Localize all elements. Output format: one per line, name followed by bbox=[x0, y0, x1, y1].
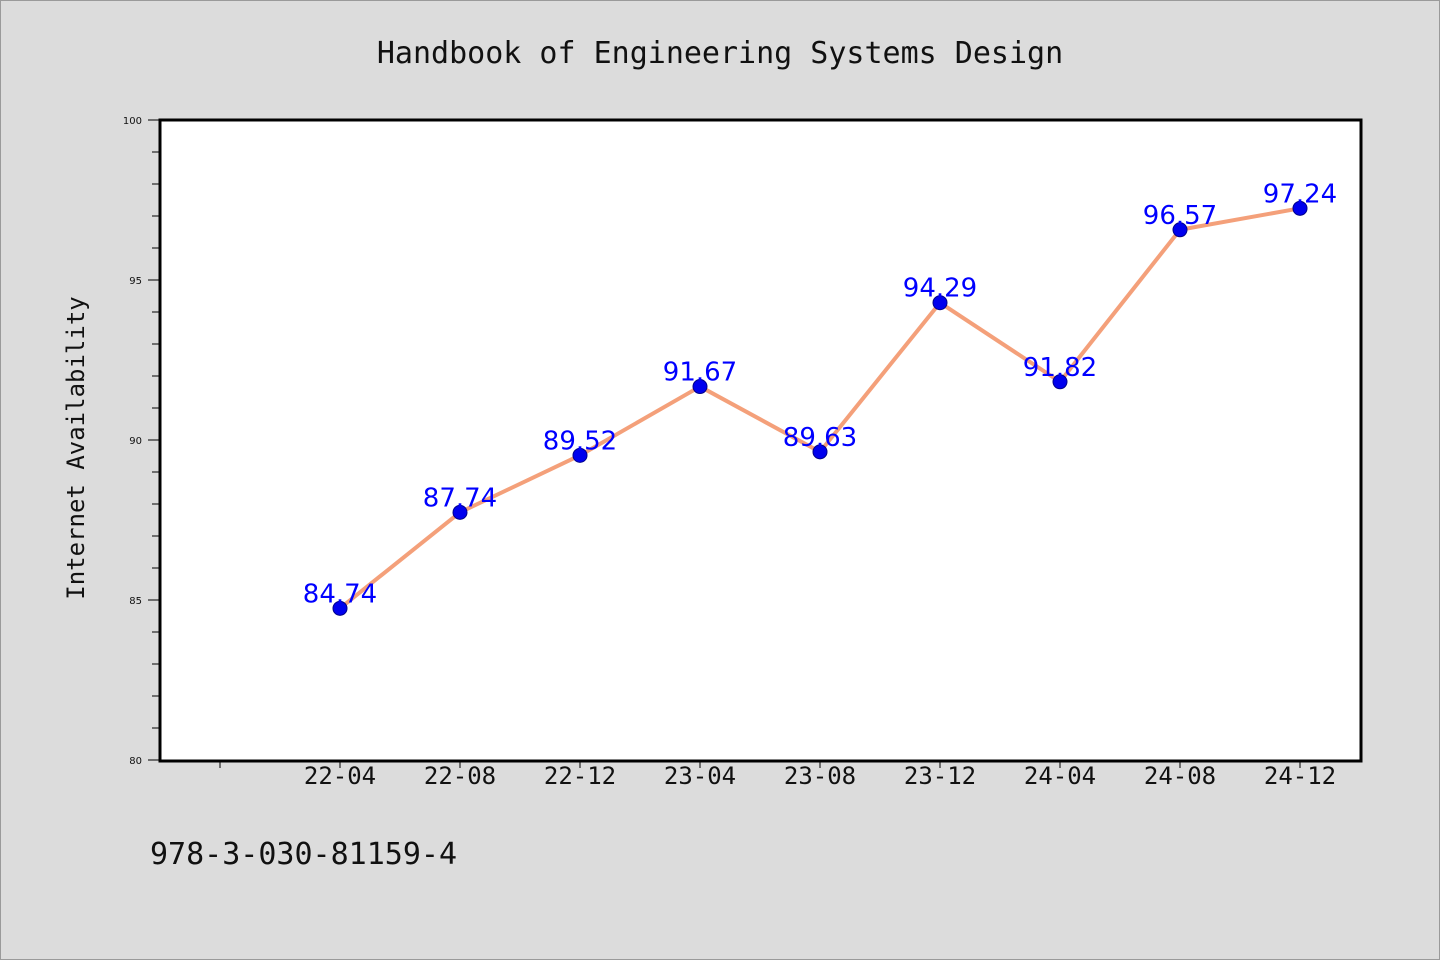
data-point bbox=[1292, 200, 1308, 216]
series-group bbox=[332, 200, 1308, 616]
data-label: 91.67 bbox=[663, 358, 737, 388]
x-tick-label: 24-08 bbox=[1144, 762, 1216, 790]
data-label: 94.29 bbox=[903, 274, 977, 304]
data-point bbox=[1052, 374, 1068, 390]
data-point bbox=[452, 504, 468, 520]
x-tick-label: 22-08 bbox=[424, 762, 496, 790]
isbn-text: 978-3-030-81159-4 bbox=[150, 837, 457, 872]
data-point bbox=[572, 447, 588, 463]
y-axis-ticks: 80 85 90 95 100 bbox=[123, 116, 160, 767]
data-point bbox=[812, 444, 828, 460]
y-tick-label: 95 bbox=[129, 276, 142, 287]
plot-border bbox=[158, 118, 1363, 763]
data-label: 87.74 bbox=[423, 483, 497, 513]
y-tick-label: 100 bbox=[123, 116, 142, 127]
data-labels-group: 84.74 87.74 89.52 91.67 89.63 94.29 91.82 96.57… bbox=[303, 179, 1337, 609]
x-tick-label: 23-08 bbox=[784, 762, 856, 790]
data-label: 96.57 bbox=[1143, 201, 1217, 231]
x-tick-label: 22-04 bbox=[304, 762, 376, 790]
data-label: 89.63 bbox=[783, 423, 857, 453]
y-tick-label: 90 bbox=[129, 436, 142, 447]
data-label: 84.74 bbox=[303, 579, 377, 609]
data-label: 89.52 bbox=[543, 426, 617, 456]
x-tick-label: 24-12 bbox=[1264, 762, 1336, 790]
data-label: 97.24 bbox=[1263, 179, 1337, 209]
data-point bbox=[332, 600, 348, 616]
x-tick-label: 23-12 bbox=[904, 762, 976, 790]
data-point bbox=[692, 379, 708, 395]
data-point bbox=[932, 295, 948, 311]
x-tick-label: 24-04 bbox=[1024, 762, 1096, 790]
data-point bbox=[1172, 222, 1188, 238]
y-tick-label: 80 bbox=[129, 756, 142, 767]
y-axis-label: Internet Availability bbox=[62, 296, 90, 599]
x-axis-ticks: 22-04 22-08 22-12 23-04 23-08 23-12 24-04 24-08… bbox=[219, 760, 1336, 790]
x-tick-label: 22-12 bbox=[544, 762, 616, 790]
plot-area bbox=[160, 120, 1361, 761]
x-tick-label: 23-04 bbox=[664, 762, 736, 790]
data-label: 91.82 bbox=[1023, 353, 1097, 383]
y-tick-label: 85 bbox=[129, 596, 142, 607]
chart-title: Handbook of Engineering Systems Design bbox=[377, 36, 1063, 71]
